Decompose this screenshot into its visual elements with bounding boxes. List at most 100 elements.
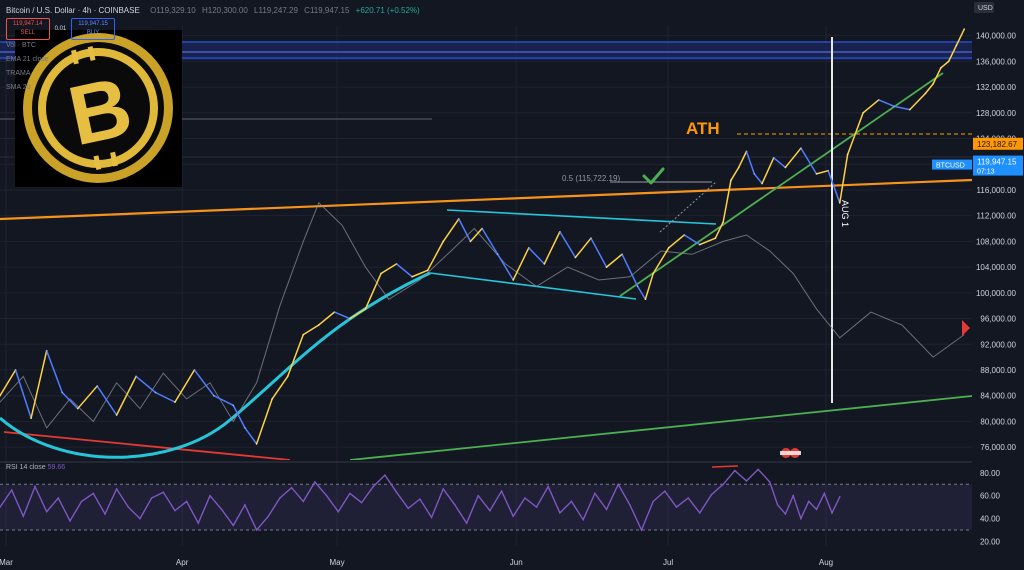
rsi-point-60 (699, 512, 701, 514)
rsi-point-58 (675, 506, 678, 508)
price-segment-65 (924, 83, 934, 95)
check-icon (642, 167, 665, 185)
rsi-point-20 (232, 524, 235, 527)
indicator-trama[interactable]: TRAMA (6, 70, 31, 77)
price-point-6 (96, 385, 99, 387)
rsi-point-55 (640, 529, 643, 531)
buy-button[interactable]: 119,947.15 BUY (71, 18, 115, 40)
rsi-point-69 (792, 494, 794, 497)
price-point-5 (76, 407, 79, 410)
price-point-61 (877, 99, 880, 101)
rsi-point-3 (34, 485, 36, 488)
currency-badge (974, 2, 994, 13)
cyan-cup-curve (0, 271, 431, 459)
ohlc-open: O119,329.10 (150, 6, 196, 15)
rsi-point-4 (45, 510, 48, 513)
price-series-layer (0, 28, 966, 445)
price-segment-61 (862, 99, 880, 114)
resistance-zone (0, 41, 972, 60)
rsi-point-17 (197, 522, 200, 524)
price-point-64 (924, 92, 927, 95)
sell-label: SELL (20, 30, 36, 36)
price-point-58 (838, 201, 841, 204)
price-segment-23 (364, 272, 382, 310)
price-point-46 (714, 237, 717, 240)
price-segment-18 (286, 333, 305, 378)
rsi-point-73 (823, 492, 826, 495)
x-tick-label-4: Jul (663, 558, 673, 567)
red-trendline (3, 431, 291, 460)
rsi-point-66 (769, 481, 771, 483)
price-point-20 (333, 311, 336, 314)
rsi-point-1 (10, 489, 13, 491)
rsi-point-8 (92, 492, 95, 495)
current-price-tag (973, 155, 1023, 176)
price-segment-28 (442, 218, 460, 243)
price-point-47 (722, 221, 725, 224)
price-point-26 (426, 269, 429, 272)
price-point-24 (395, 262, 398, 265)
price-point-43 (667, 246, 670, 249)
symbol-title[interactable]: Bitcoin / U.S. Dollar · 4h · COINBASE (6, 6, 140, 15)
price-point-68 (955, 44, 958, 47)
price-segment-12 (193, 369, 215, 397)
green-long-trendline (349, 395, 972, 460)
rsi-point-52 (605, 508, 608, 511)
price-segment-57 (815, 169, 829, 175)
price-segment-63 (893, 105, 911, 111)
y-tick-label-3: 88,000.00 (980, 366, 1016, 375)
price-segment-9 (135, 375, 157, 394)
price-segment-60 (846, 112, 864, 156)
price-segment-6 (77, 385, 98, 410)
price-alert-marker (962, 320, 970, 336)
price-segment-50 (737, 150, 748, 169)
ohlc-high: H120,300.00 (201, 6, 248, 15)
indicator-sma[interactable]: SMA 20 (6, 84, 31, 91)
price-segment-3 (30, 349, 48, 419)
rsi-point-48 (559, 512, 561, 514)
rsi-point-18 (209, 494, 211, 497)
scroll-back-arrows[interactable] (780, 448, 801, 458)
price-segment-56 (800, 147, 818, 175)
price-point-60 (862, 111, 865, 114)
price-point-34 (543, 262, 546, 265)
price-point-23 (380, 272, 382, 275)
rsi-point-65 (757, 468, 759, 471)
rsi-point-59 (687, 497, 689, 499)
rsi-point-43 (500, 490, 503, 492)
price-point-52 (761, 182, 763, 185)
indicator-ema[interactable]: EMA 21 close (6, 56, 49, 63)
rsi-point-15 (174, 509, 176, 512)
x-tick-label-5: Aug (819, 558, 833, 567)
rsi-point-62 (722, 483, 724, 486)
rsi-tick-label-1: 40.00 (980, 515, 1001, 524)
price-segment-24 (380, 263, 398, 275)
wedge-lower-line (429, 272, 637, 300)
rsi-point-14 (162, 491, 165, 494)
countdown-label: 07:13 (977, 169, 995, 176)
price-point-30 (481, 227, 484, 230)
price-point-40 (636, 285, 639, 288)
price-segment-21 (333, 311, 351, 320)
rsi-point-31 (360, 501, 363, 504)
price-point-7 (115, 414, 118, 416)
rsi-tick-label-0: 20.00 (980, 537, 1001, 546)
price-segment-22 (349, 308, 367, 320)
price-segment-44 (667, 234, 686, 249)
sell-button[interactable]: 119,947.14 SELL (6, 18, 50, 40)
rsi-point-0 (0, 506, 1, 508)
rsi-point-26 (302, 500, 305, 503)
price-point-33 (527, 246, 530, 249)
price-point-67 (947, 60, 950, 63)
price-point-56 (815, 172, 818, 175)
price-segment-34 (528, 247, 546, 265)
rsi-legend[interactable]: RSI 14 close 59.66 (6, 464, 65, 471)
rsi-point-23 (267, 515, 270, 518)
price-point-31 (496, 253, 499, 256)
rsi-point-37 (430, 516, 433, 519)
price-point-57 (827, 169, 830, 172)
indicator-vol[interactable]: Vol · BTC (6, 42, 36, 49)
price-segment-67 (940, 60, 950, 69)
y-tick-label-14: 132,000.00 (976, 83, 1017, 92)
